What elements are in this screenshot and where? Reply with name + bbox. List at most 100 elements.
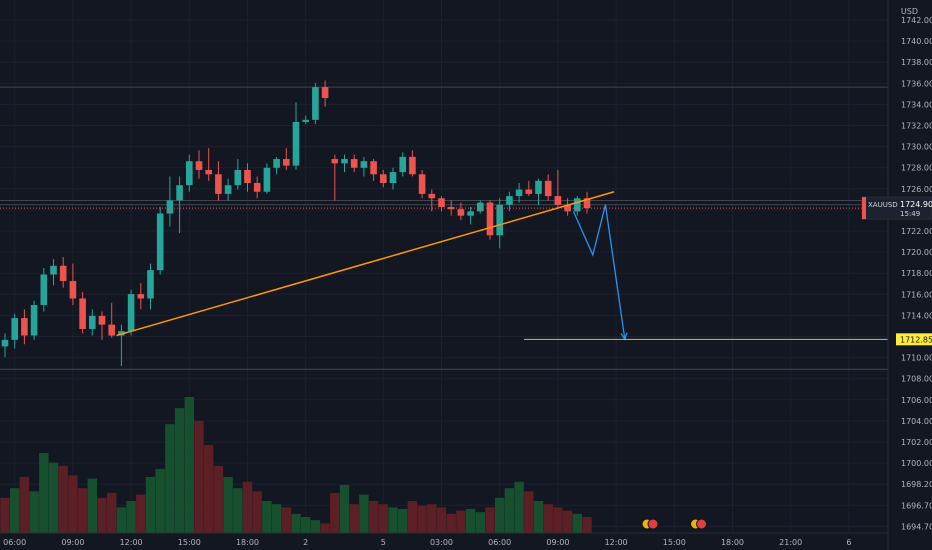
volume-bar [436,507,447,533]
time-tick-label: 15:00 [663,538,686,547]
candle [525,189,533,194]
volume-bar [562,510,573,533]
price-tick-label: 1706.00 [901,396,932,405]
last-price-marker [862,197,866,220]
candle [137,294,145,299]
price-tick-label: 1736.00 [901,79,932,88]
price-axis[interactable]: 1742.00 1740.00 1738.00 1736.00 1734.00 1732.… [901,16,932,531]
price-tick-label: 1720.00 [901,248,932,257]
price-tick-label: 1726.00 [901,185,932,194]
volume-bar [281,507,291,533]
price-tick-label: 1694.70 [901,522,932,531]
price-tick-label: 1738.00 [901,58,932,67]
candle [341,159,348,164]
candle [312,87,319,120]
price-tick-label: 1734.00 [901,100,932,109]
time-tick-label: 03:00 [430,538,453,547]
volume-bar [349,504,359,533]
candle [457,209,465,216]
volume-bar [58,465,68,533]
volume-bar [514,481,524,533]
volume-bar [10,488,20,533]
trendline [116,191,615,337]
candle [438,198,445,207]
volume-bar [107,493,117,533]
price-tick-label: 1700.00 [901,459,932,468]
candle [215,174,222,194]
countdown-label: 15:49 [900,210,920,218]
candle [350,159,358,168]
candle [40,274,48,306]
price-tick-label: 1704.00 [901,417,932,426]
candle [506,196,513,205]
time-tick-label: 12:00 [605,538,628,547]
volume-bar [533,501,544,533]
volume-bar [145,477,156,533]
candle [205,169,212,175]
candle [544,180,552,197]
volume-bar [204,445,214,533]
price-tick-label: 1702.00 [901,438,932,447]
volume-bar [465,509,476,533]
drawings[interactable] [0,191,888,341]
volume-bar [242,481,253,533]
volume-bar [398,509,408,533]
candle [30,305,38,336]
price-tick-label: 1716.00 [901,290,932,299]
volume-bar [359,494,369,533]
event-icons[interactable] [641,518,708,530]
candle [263,167,271,192]
candle [447,206,455,210]
volume-bar [475,512,485,533]
volume-bar [427,504,437,533]
volume-bar [126,501,136,533]
volume-bar [48,462,59,533]
candle [69,281,77,299]
candle [321,87,329,99]
volume-bar [29,491,39,533]
projection-path [572,204,626,340]
volume-bar [184,397,194,533]
candle [389,172,397,184]
candle [409,156,416,175]
candles [1,80,591,367]
volume-bar [233,488,243,533]
volume-bar [504,488,515,533]
candle [399,156,406,173]
volume-bar [320,523,330,533]
volume-bar [136,494,146,533]
candle [234,169,242,186]
price-tick-label: 1708.00 [901,375,932,384]
candle [331,159,339,164]
price-tick-label: 1718.00 [901,269,932,278]
event-flag-icon [647,518,659,530]
candle [98,315,106,325]
candle [156,213,164,271]
volume-bar [495,497,505,533]
volume-bar [39,453,49,533]
candle [224,185,232,194]
candle [370,161,377,175]
candle [21,318,28,336]
volume-bar [582,517,592,533]
candle [253,183,261,192]
price-tick-label: 1696.70 [901,501,932,510]
volume-bar [330,493,340,533]
candle [1,339,9,347]
volume-bar [77,488,88,533]
volume-bar [97,497,107,533]
candle [166,200,174,214]
volume-bar [446,513,456,533]
volume-bar [174,408,185,533]
volume-bar [165,424,175,533]
volume-bar [310,520,321,533]
event-flag-icon [696,518,708,530]
time-tick-label: 18:00 [236,538,259,547]
time-axis[interactable]: 06:00 09:00 12:00 15:00 18:00 2 5 03:00 06:00 09:… [3,538,851,547]
candle [244,169,251,184]
price-tick-label: 1714.00 [901,311,932,320]
volume-bar [87,478,97,533]
candle [360,161,368,168]
